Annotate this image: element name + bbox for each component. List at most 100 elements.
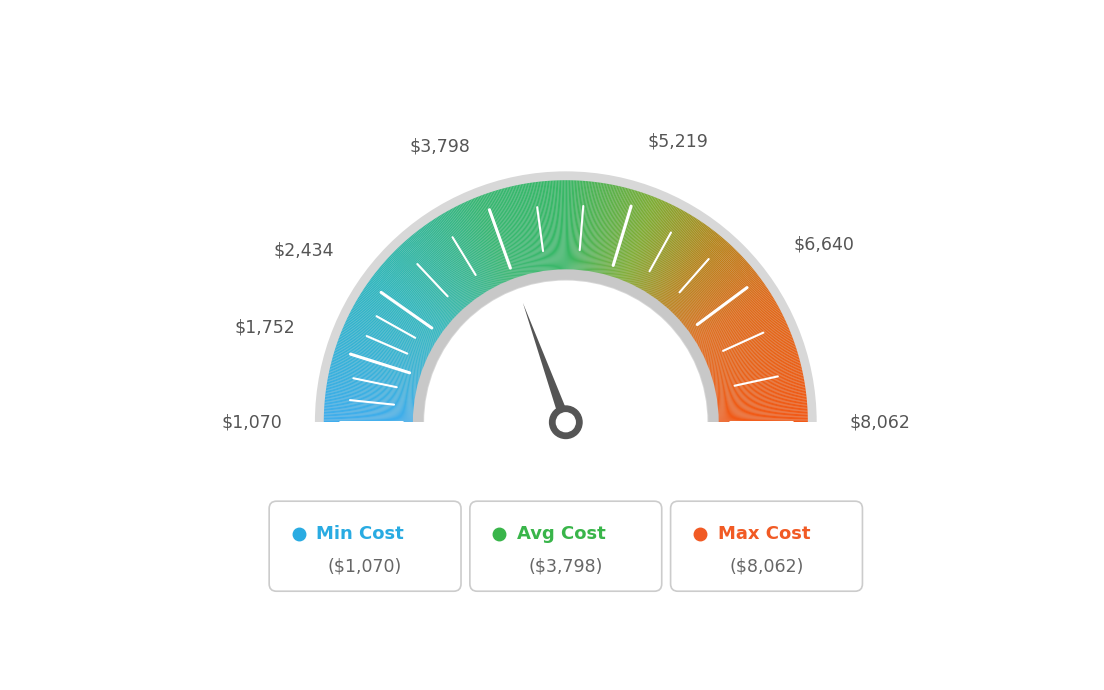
Wedge shape	[711, 377, 804, 395]
Wedge shape	[560, 180, 563, 275]
Wedge shape	[711, 382, 805, 398]
Wedge shape	[502, 188, 528, 279]
Wedge shape	[617, 195, 650, 284]
Wedge shape	[323, 420, 418, 422]
Wedge shape	[399, 246, 465, 315]
Wedge shape	[575, 181, 583, 275]
Wedge shape	[382, 264, 455, 326]
Wedge shape	[344, 324, 431, 363]
Wedge shape	[401, 244, 466, 314]
Wedge shape	[696, 307, 779, 353]
Wedge shape	[681, 271, 756, 331]
Wedge shape	[354, 303, 437, 351]
Wedge shape	[537, 181, 549, 276]
Wedge shape	[682, 273, 757, 332]
Wedge shape	[360, 294, 440, 345]
Wedge shape	[625, 200, 664, 287]
Wedge shape	[333, 353, 424, 381]
Wedge shape	[474, 198, 511, 286]
Wedge shape	[704, 339, 794, 372]
Wedge shape	[680, 269, 754, 330]
Wedge shape	[370, 279, 447, 335]
Wedge shape	[374, 273, 449, 332]
Wedge shape	[661, 237, 723, 310]
Wedge shape	[668, 247, 734, 316]
Wedge shape	[394, 250, 463, 318]
Wedge shape	[636, 209, 682, 293]
Wedge shape	[703, 335, 792, 370]
Wedge shape	[712, 397, 807, 407]
Wedge shape	[713, 410, 808, 416]
Wedge shape	[325, 400, 418, 409]
Wedge shape	[689, 288, 767, 341]
Wedge shape	[531, 183, 545, 276]
Wedge shape	[628, 204, 670, 289]
Wedge shape	[665, 241, 729, 313]
Wedge shape	[573, 181, 580, 275]
Wedge shape	[392, 253, 460, 320]
Wedge shape	[510, 186, 533, 279]
Wedge shape	[708, 356, 799, 383]
Wedge shape	[671, 253, 740, 320]
Wedge shape	[327, 386, 420, 401]
Text: Max Cost: Max Cost	[718, 525, 810, 544]
Wedge shape	[662, 239, 725, 312]
Wedge shape	[604, 188, 629, 279]
Wedge shape	[325, 408, 418, 415]
Wedge shape	[361, 293, 442, 344]
Wedge shape	[708, 357, 799, 384]
Wedge shape	[617, 195, 652, 284]
Wedge shape	[675, 259, 745, 323]
Wedge shape	[599, 187, 623, 279]
Text: Avg Cost: Avg Cost	[517, 525, 606, 544]
Wedge shape	[383, 262, 455, 326]
Wedge shape	[425, 225, 480, 302]
Wedge shape	[323, 413, 418, 417]
Wedge shape	[577, 181, 585, 275]
Wedge shape	[693, 300, 776, 348]
Wedge shape	[711, 380, 805, 397]
Wedge shape	[406, 239, 469, 312]
Wedge shape	[325, 404, 418, 412]
Wedge shape	[325, 401, 418, 410]
Wedge shape	[633, 206, 677, 291]
Wedge shape	[493, 190, 523, 282]
Wedge shape	[326, 393, 420, 406]
Wedge shape	[364, 288, 443, 341]
Wedge shape	[669, 250, 737, 318]
Wedge shape	[528, 183, 543, 277]
Wedge shape	[649, 223, 704, 302]
Wedge shape	[325, 402, 418, 411]
Wedge shape	[684, 279, 762, 335]
Wedge shape	[467, 201, 507, 288]
Wedge shape	[403, 241, 467, 313]
Wedge shape	[326, 392, 420, 404]
Wedge shape	[446, 211, 493, 294]
FancyBboxPatch shape	[670, 501, 862, 591]
Wedge shape	[421, 227, 478, 304]
Wedge shape	[389, 257, 458, 322]
Wedge shape	[461, 204, 503, 289]
Wedge shape	[333, 352, 425, 380]
Wedge shape	[396, 248, 464, 317]
Wedge shape	[598, 186, 620, 279]
Wedge shape	[574, 181, 581, 275]
Wedge shape	[572, 180, 576, 275]
Wedge shape	[514, 186, 535, 278]
Wedge shape	[423, 226, 479, 304]
Wedge shape	[551, 181, 558, 275]
Wedge shape	[367, 284, 445, 339]
Wedge shape	[456, 206, 500, 290]
Wedge shape	[698, 314, 783, 357]
Wedge shape	[338, 340, 427, 373]
Wedge shape	[330, 368, 422, 390]
Wedge shape	[707, 349, 797, 378]
Wedge shape	[713, 401, 807, 410]
Wedge shape	[368, 282, 445, 338]
Wedge shape	[342, 329, 429, 366]
Wedge shape	[644, 217, 696, 297]
Wedge shape	[336, 346, 426, 377]
Wedge shape	[678, 264, 751, 327]
Wedge shape	[712, 391, 806, 404]
Wedge shape	[357, 299, 438, 348]
